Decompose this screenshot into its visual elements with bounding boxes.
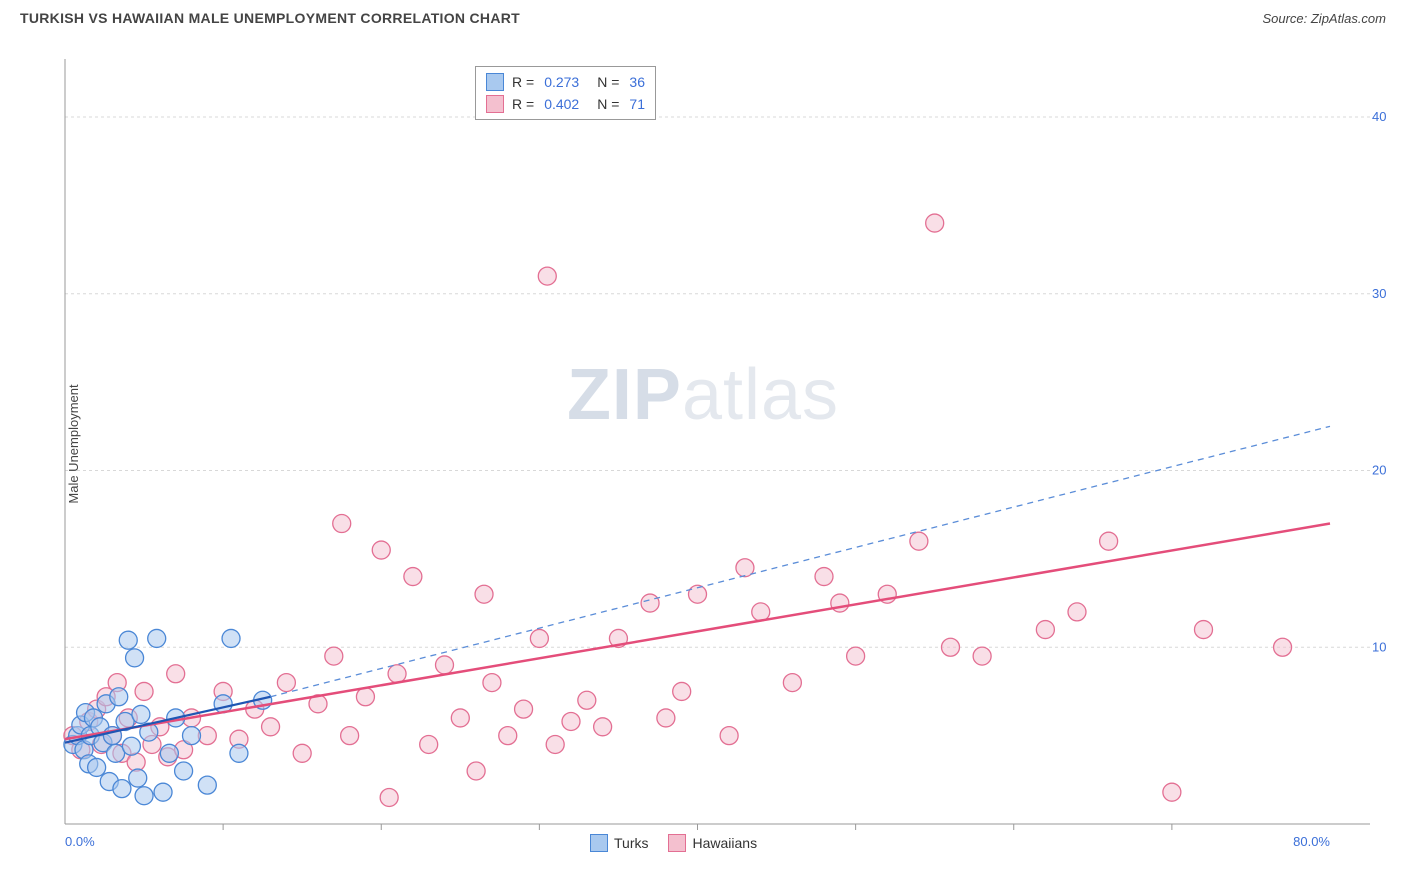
n-value-hawaiians: 71: [629, 96, 645, 112]
correlation-stats-box: R = 0.273 N = 36 R = 0.402 N = 71: [475, 66, 656, 120]
scatter-chart: 10.0% 20.0% 30.0% 40.0% 0.0% 80.0%: [20, 34, 1386, 854]
svg-text:20.0%: 20.0%: [1372, 463, 1386, 478]
svg-text:30.0%: 30.0%: [1372, 286, 1386, 301]
legend-item-turks: Turks: [590, 834, 648, 852]
chart-title: TURKISH VS HAWAIIAN MALE UNEMPLOYMENT CO…: [20, 10, 520, 26]
legend-label-hawaiians: Hawaiians: [692, 835, 757, 851]
legend-swatch-hawaiians: [668, 834, 686, 852]
svg-text:0.0%: 0.0%: [65, 834, 95, 849]
n-value-turks: 36: [629, 74, 645, 90]
svg-text:80.0%: 80.0%: [1293, 834, 1330, 849]
r-value-hawaiians: 0.402: [544, 96, 579, 112]
svg-text:10.0%: 10.0%: [1372, 639, 1386, 654]
stats-row-turks: R = 0.273 N = 36: [486, 71, 645, 93]
swatch-turks: [486, 73, 504, 91]
r-value-turks: 0.273: [544, 74, 579, 90]
swatch-hawaiians: [486, 95, 504, 113]
series-legend: Turks Hawaiians: [590, 834, 757, 852]
stats-row-hawaiians: R = 0.402 N = 71: [486, 93, 645, 115]
source-attribution: Source: ZipAtlas.com: [1262, 11, 1386, 26]
svg-text:40.0%: 40.0%: [1372, 109, 1386, 124]
legend-swatch-turks: [590, 834, 608, 852]
legend-item-hawaiians: Hawaiians: [668, 834, 757, 852]
chart-container: Male Unemployment ZIPatlas 10.0%20.0%30.…: [20, 34, 1386, 854]
legend-label-turks: Turks: [614, 835, 648, 851]
y-axis-label: Male Unemployment: [66, 384, 81, 503]
